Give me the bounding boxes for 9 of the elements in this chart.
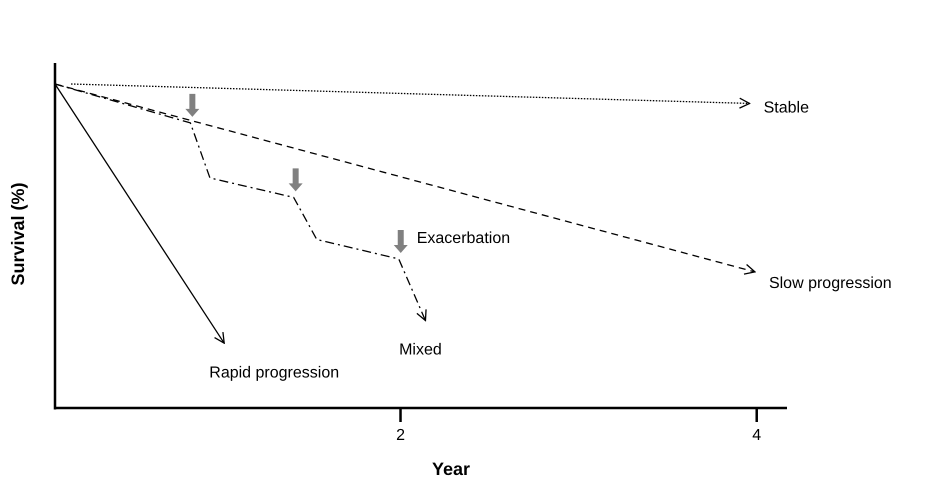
x-tick-label: 4: [752, 427, 762, 444]
x-tick-label: 2: [396, 427, 406, 444]
series-label: Rapid progression: [209, 364, 340, 382]
annotation: Exacerbation: [416, 230, 510, 248]
y-axis-title: Survival (%): [8, 182, 28, 286]
series-label: Mixed: [399, 342, 442, 359]
series-label: Slow progression: [768, 275, 892, 292]
x-axis-title: Year: [432, 459, 470, 479]
series-label: Stable: [764, 100, 810, 117]
